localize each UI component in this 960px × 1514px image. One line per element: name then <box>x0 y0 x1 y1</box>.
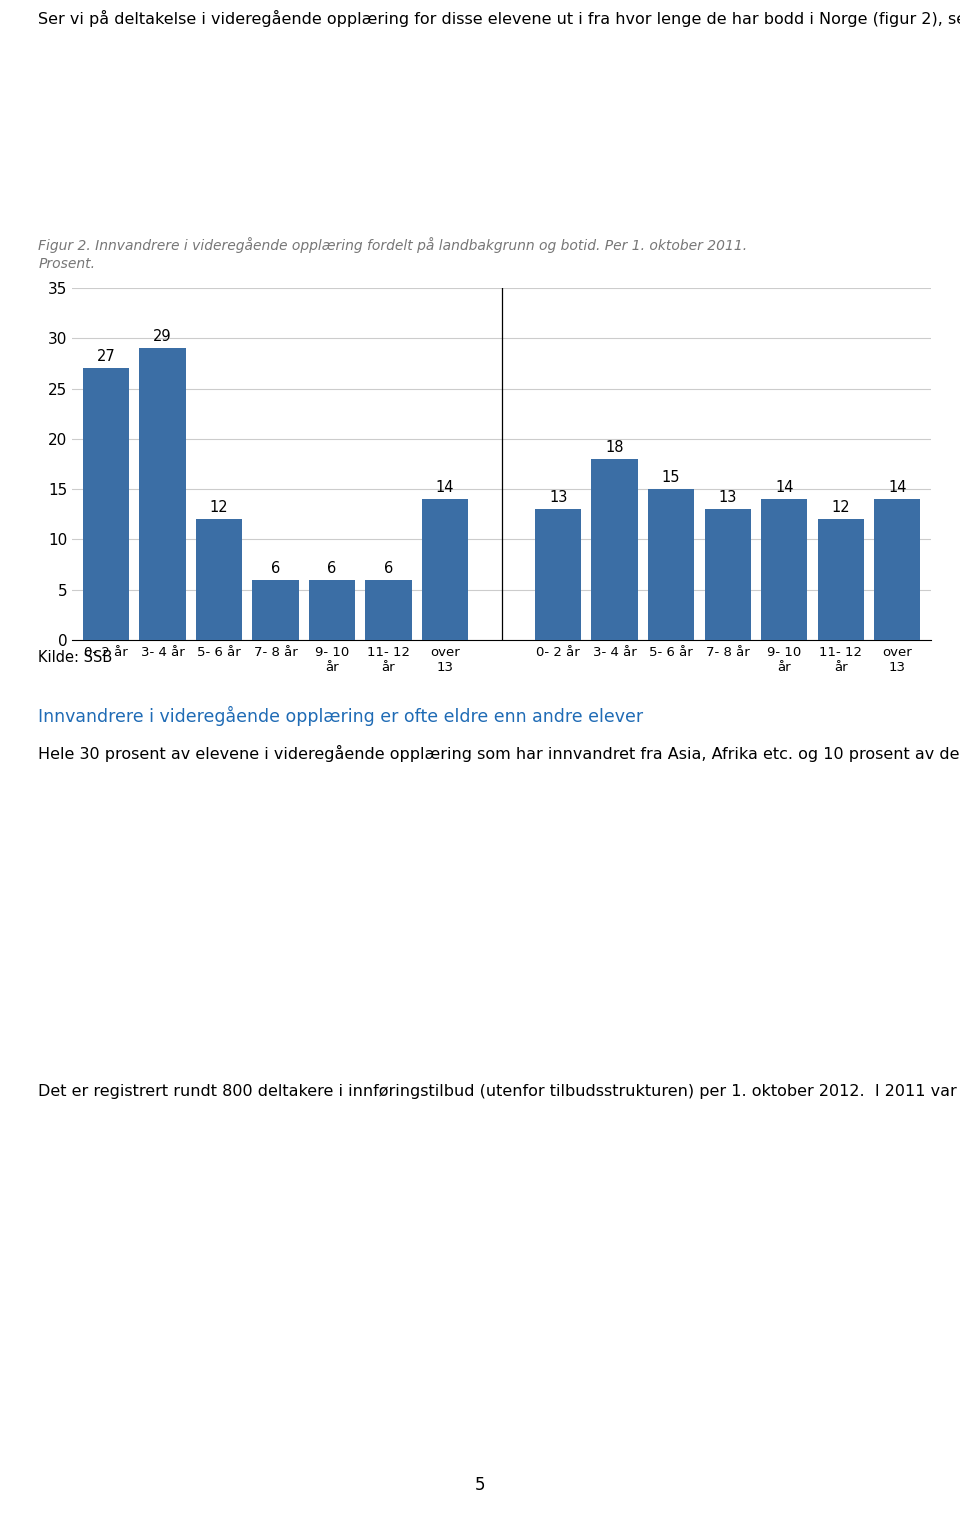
Bar <box>83 368 129 640</box>
Text: 5: 5 <box>475 1476 485 1494</box>
Bar <box>139 348 185 640</box>
Bar <box>761 500 807 640</box>
Text: Hele 30 prosent av elevene i videregående opplæring som har innvandret fra Asia,: Hele 30 prosent av elevene i videregåend… <box>38 745 960 762</box>
Text: 18: 18 <box>606 441 624 454</box>
Bar <box>591 459 637 640</box>
Text: 29: 29 <box>154 330 172 344</box>
Bar <box>875 500 921 640</box>
Text: 13: 13 <box>718 491 737 506</box>
Bar <box>196 519 242 640</box>
Bar <box>421 500 468 640</box>
Text: Det er registrert rundt 800 deltakere i innføringstilbud (utenfor tilbudsstruktu: Det er registrert rundt 800 deltakere i … <box>38 1083 960 1099</box>
Bar <box>818 519 864 640</box>
Bar <box>648 489 694 640</box>
Text: 12: 12 <box>831 500 850 515</box>
Text: Ser vi på deltakelse i videregående opplæring for disse elevene ut i fra hvor le: Ser vi på deltakelse i videregående oppl… <box>38 11 960 27</box>
Bar <box>252 580 299 640</box>
Text: 6: 6 <box>384 560 394 575</box>
Text: Innvandrere i videregående opplæring er ofte eldre enn andre elever: Innvandrere i videregående opplæring er … <box>38 706 643 727</box>
Bar <box>535 509 582 640</box>
Text: 14: 14 <box>775 480 794 495</box>
Bar <box>366 580 412 640</box>
Bar <box>309 580 355 640</box>
Text: 6: 6 <box>327 560 337 575</box>
Text: 14: 14 <box>436 480 454 495</box>
Text: 27: 27 <box>97 350 115 365</box>
Text: Figur 2. Innvandrere i videregående opplæring fordelt på landbakgrunn og botid. : Figur 2. Innvandrere i videregående oppl… <box>38 238 748 271</box>
Text: 15: 15 <box>662 471 681 484</box>
Bar <box>705 509 751 640</box>
Text: 6: 6 <box>271 560 280 575</box>
Text: 12: 12 <box>209 500 228 515</box>
Text: 13: 13 <box>549 491 567 506</box>
Text: 14: 14 <box>888 480 906 495</box>
Text: Kilde: SSB: Kilde: SSB <box>38 650 112 665</box>
